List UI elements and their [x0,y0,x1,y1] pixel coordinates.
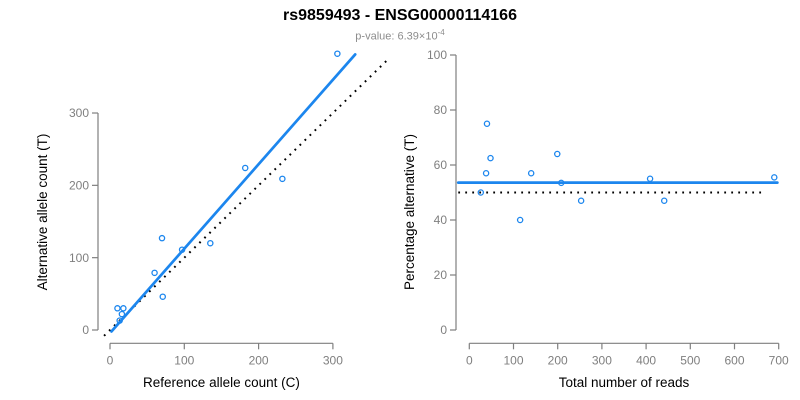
left-data-point [158,234,166,242]
right-x-tick-label: 300 [592,354,612,368]
left-fit-line [110,53,357,333]
right-y-tick-label: 100 [427,48,447,62]
left-data-point [114,305,121,312]
left-x-tick-label: 0 [107,354,114,368]
figure-title: rs9859493 - ENSG00000114166 [283,7,517,24]
left-data-point [241,164,249,172]
right-x-tick-label: 100 [503,354,523,368]
left-data-point [207,239,214,247]
left-data-point [118,310,126,318]
right-x-tick-label: 400 [636,354,656,368]
right-x-axis-title: Total number of reads [559,375,690,390]
right-x-tick-label: 700 [769,354,789,368]
right-data-point [557,179,565,187]
right-data-point [660,197,668,204]
right-x-tick-label: 600 [724,354,744,368]
right-y-tick-label: 80 [434,103,448,117]
left-x-tick-label: 200 [249,354,269,368]
left-y-tick-label: 0 [82,323,89,337]
right-data-point [487,154,494,162]
left-data-point [178,246,186,253]
left-y-axis-title: Alternative allele count (T) [35,134,50,291]
left-y-tick-label: 100 [69,251,89,265]
figure-header: rs9859493 - ENSG00000114166 p-value: 6.3… [0,7,800,44]
right-data-point [516,216,524,224]
right-data-point [646,175,654,182]
right-y-tick-label: 20 [434,268,448,282]
left-x-tick-label: 100 [174,354,194,368]
left-data-point [120,305,127,312]
left-data-point [334,50,341,57]
right-data-point [554,150,561,158]
right-y-tick-label: 60 [434,158,448,172]
right-data-point [477,189,485,196]
right-y-tick-label: 40 [434,213,448,227]
right-y-axis-title: Percentage alternative (T) [402,134,417,290]
left-y-tick-label: 200 [69,179,89,193]
pvalue-exponent: -4 [437,28,445,37]
right-x-tick-label: 500 [680,354,700,368]
right-x-tick-label: 0 [466,354,473,368]
figure-subtitle: p-value: 6.39×10-4 [0,26,800,44]
left-dotted-reference-line [103,58,389,337]
right-x-tick-label: 200 [548,354,568,368]
right-data-point [527,169,535,177]
right-data-point [771,174,778,181]
right-y-tick-label: 0 [440,323,447,337]
left-x-tick-label: 300 [323,354,343,368]
right-data-point [482,169,490,177]
right-data-point [577,197,585,204]
left-data-point [279,175,286,183]
left-data-point [151,269,158,277]
left-data-point [116,317,123,324]
pvalue-text: p-value: 6.39×10 [355,30,438,43]
left-x-axis-title: Reference allele count (C) [143,375,300,390]
left-y-tick-label: 300 [69,106,89,120]
left-data-point [159,293,167,300]
right-data-point [483,120,491,128]
